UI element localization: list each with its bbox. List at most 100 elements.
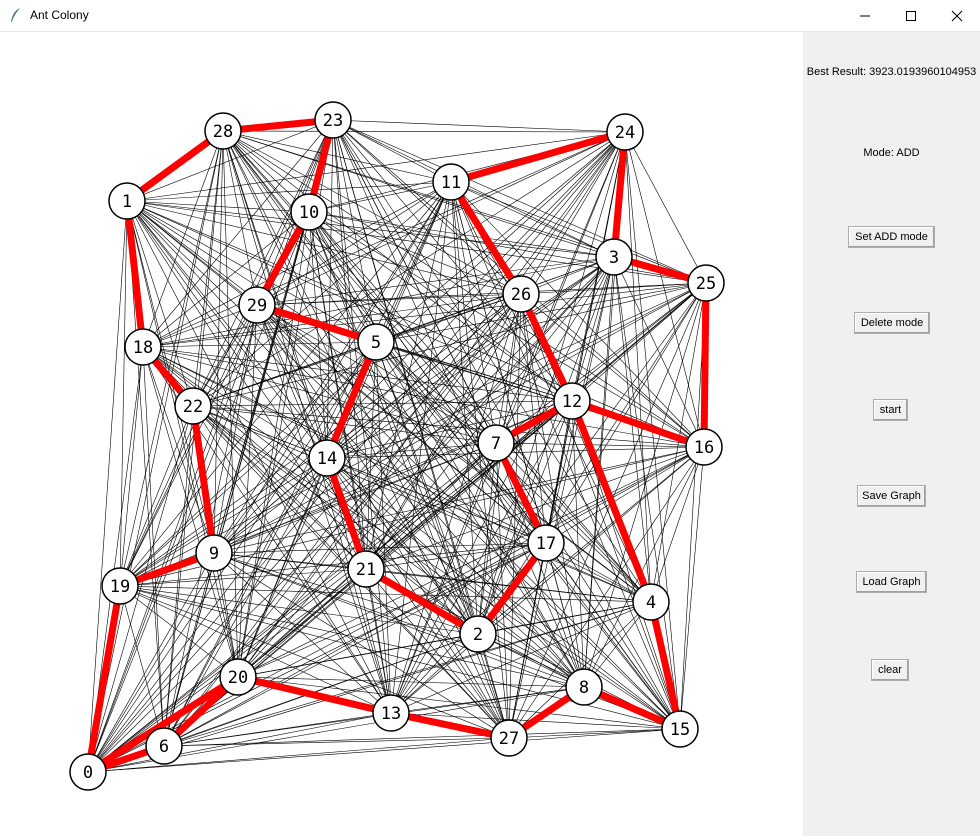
edge [508,282,707,739]
edge [126,200,615,258]
edge [365,282,707,570]
load-graph-button[interactable]: Load Graph [856,571,927,593]
edge [87,119,334,773]
graph-node-14[interactable]: 14 [308,439,346,477]
node-circle[interactable] [632,583,670,621]
graph-node-25[interactable]: 25 [687,264,725,302]
graph-node-1[interactable]: 1 [108,182,146,220]
graph-node-18[interactable]: 18 [124,328,162,366]
graph-node-19[interactable]: 19 [101,567,139,605]
edge [365,568,510,739]
title-bar: Ant Colony [0,0,980,32]
node-circle[interactable] [290,193,328,231]
delete-mode-button[interactable]: Delete mode [854,312,930,334]
edge [450,181,705,448]
graph-node-7[interactable]: 7 [477,424,515,462]
save-graph-button[interactable]: Save Graph [857,485,926,507]
node-circle[interactable] [238,286,276,324]
edge [192,405,652,603]
node-circle[interactable] [145,727,183,765]
edge [508,131,626,739]
node-circle[interactable] [69,753,107,791]
edge [495,442,705,448]
edge [332,119,652,603]
start-button[interactable]: start [873,399,908,421]
node-circle[interactable] [372,694,410,732]
node-circle[interactable] [347,550,385,588]
edge [477,131,626,635]
graph-canvas[interactable]: 0 1 2 3 4 5 6 7 8 9 10 11 12 13 14 15 16 17 18 19 20 21 22 23 24… [0,32,803,835]
graph-node-17[interactable]: 17 [527,524,565,562]
node-circle[interactable] [490,719,528,757]
graph-node-0[interactable]: 0 [69,753,107,791]
graph-node-16[interactable]: 16 [685,428,723,466]
graph-node-23[interactable]: 23 [314,101,352,139]
node-label: 0 [83,763,93,783]
node-circle[interactable] [308,439,346,477]
edge [308,181,452,213]
graph-node-10[interactable]: 10 [290,193,328,231]
edge [375,341,497,444]
node-circle[interactable] [606,113,644,151]
node-circle[interactable] [204,112,242,150]
node-circle[interactable] [685,428,723,466]
graph-node-11[interactable]: 11 [432,163,470,201]
set-add-mode-button[interactable]: Set ADD mode [848,226,935,248]
graph-node-2[interactable]: 2 [459,615,497,653]
node-circle[interactable] [219,658,257,696]
graph-node-24[interactable]: 24 [606,113,644,151]
node-circle[interactable] [565,668,603,706]
edge [365,542,547,570]
graph-node-8[interactable]: 8 [565,668,603,706]
tour-edge [253,301,380,346]
nodes-layer[interactable]: 0123456789101112131415161718192021222324… [69,101,725,791]
edge [520,293,705,448]
graph-node-15[interactable]: 15 [661,710,699,748]
graph-node-12[interactable]: 12 [553,382,591,420]
graph-node-29[interactable]: 29 [238,286,276,324]
node-circle[interactable] [432,163,470,201]
best-tour-layer [84,116,710,776]
edge [326,293,522,459]
node-circle[interactable] [101,567,139,605]
graph-node-21[interactable]: 21 [347,550,385,588]
node-label: 10 [299,203,319,223]
close-button[interactable] [934,0,980,31]
maximize-button[interactable] [888,0,934,31]
graph-node-3[interactable]: 3 [595,238,633,276]
graph-node-4[interactable]: 4 [632,583,670,621]
node-circle[interactable] [195,534,233,572]
node-circle[interactable] [459,615,497,653]
clear-button[interactable]: clear [871,659,909,681]
node-circle[interactable] [527,524,565,562]
graph-node-26[interactable]: 26 [502,275,540,313]
node-circle[interactable] [661,710,699,748]
graph-node-20[interactable]: 20 [219,658,257,696]
node-circle[interactable] [174,387,212,425]
edge [326,457,479,635]
node-circle[interactable] [124,328,162,366]
graph-node-6[interactable]: 6 [145,727,183,765]
node-label: 14 [317,449,337,469]
graph-node-27[interactable]: 27 [490,719,528,757]
graph-node-13[interactable]: 13 [372,694,410,732]
graph-node-5[interactable]: 5 [357,323,395,361]
node-label: 15 [670,720,690,740]
node-circle[interactable] [502,275,540,313]
node-circle[interactable] [108,182,146,220]
graph-drawing[interactable]: 0123456789101112131415161718192021222324… [0,32,803,835]
graph-node-28[interactable]: 28 [204,112,242,150]
node-circle[interactable] [687,264,725,302]
edge [87,256,615,773]
node-circle[interactable] [357,323,395,361]
node-circle[interactable] [477,424,515,462]
graph-node-22[interactable]: 22 [174,387,212,425]
node-circle[interactable] [553,382,591,420]
node-circle[interactable] [314,101,352,139]
edge [332,119,392,714]
node-circle[interactable] [595,238,633,276]
graph-node-9[interactable]: 9 [195,534,233,572]
minimize-button[interactable] [842,0,888,31]
edge [192,119,334,407]
edge [213,552,510,739]
